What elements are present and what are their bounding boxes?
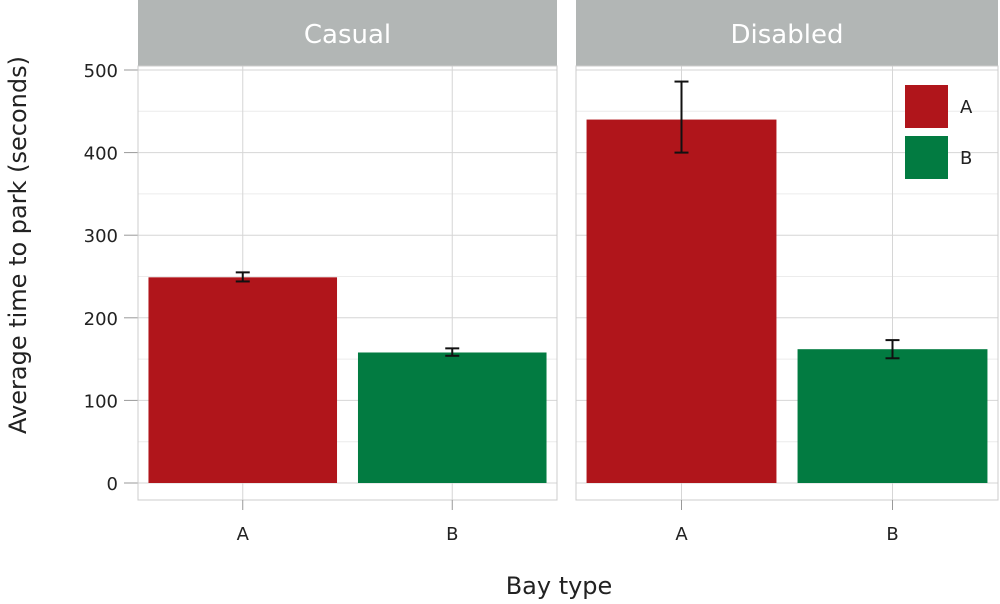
facet-strip <box>576 0 998 66</box>
legend-swatch-b <box>905 136 948 179</box>
x-tick-label: A <box>237 524 250 545</box>
y-axis-title: Average time to park (seconds) <box>4 56 32 434</box>
legend-label-a: A <box>960 97 973 118</box>
y-axis-ticks: 0 100 200 300 400 500 <box>84 61 138 495</box>
facet-panel-casual: Casual A B <box>137 0 558 545</box>
bar-disabled-a <box>586 119 777 483</box>
x-tick-label: A <box>675 524 688 545</box>
x-tick-label: B <box>886 524 898 545</box>
y-tick-label: 0 <box>107 474 118 495</box>
panel-border <box>575 65 999 501</box>
y-tick-label: 400 <box>84 144 118 165</box>
legend-label-b: B <box>960 148 972 169</box>
panel-border <box>137 65 558 501</box>
legend-swatch-a <box>905 85 948 128</box>
y-tick-label: 200 <box>84 309 118 330</box>
x-tick-label: B <box>446 524 458 545</box>
y-tick-label: 500 <box>84 61 118 82</box>
y-tick-label: 300 <box>84 226 118 247</box>
y-tick-label: 100 <box>84 391 118 412</box>
bar-disabled-b <box>797 349 988 483</box>
bar-casual-b <box>357 352 547 483</box>
bar-casual-a <box>148 277 338 483</box>
facet-strip-label: Disabled <box>731 20 844 50</box>
facet-strip-label: Casual <box>304 20 391 50</box>
facet-strip <box>138 0 557 66</box>
legend: AB <box>905 85 973 179</box>
x-axis-title: Bay type <box>506 572 613 600</box>
